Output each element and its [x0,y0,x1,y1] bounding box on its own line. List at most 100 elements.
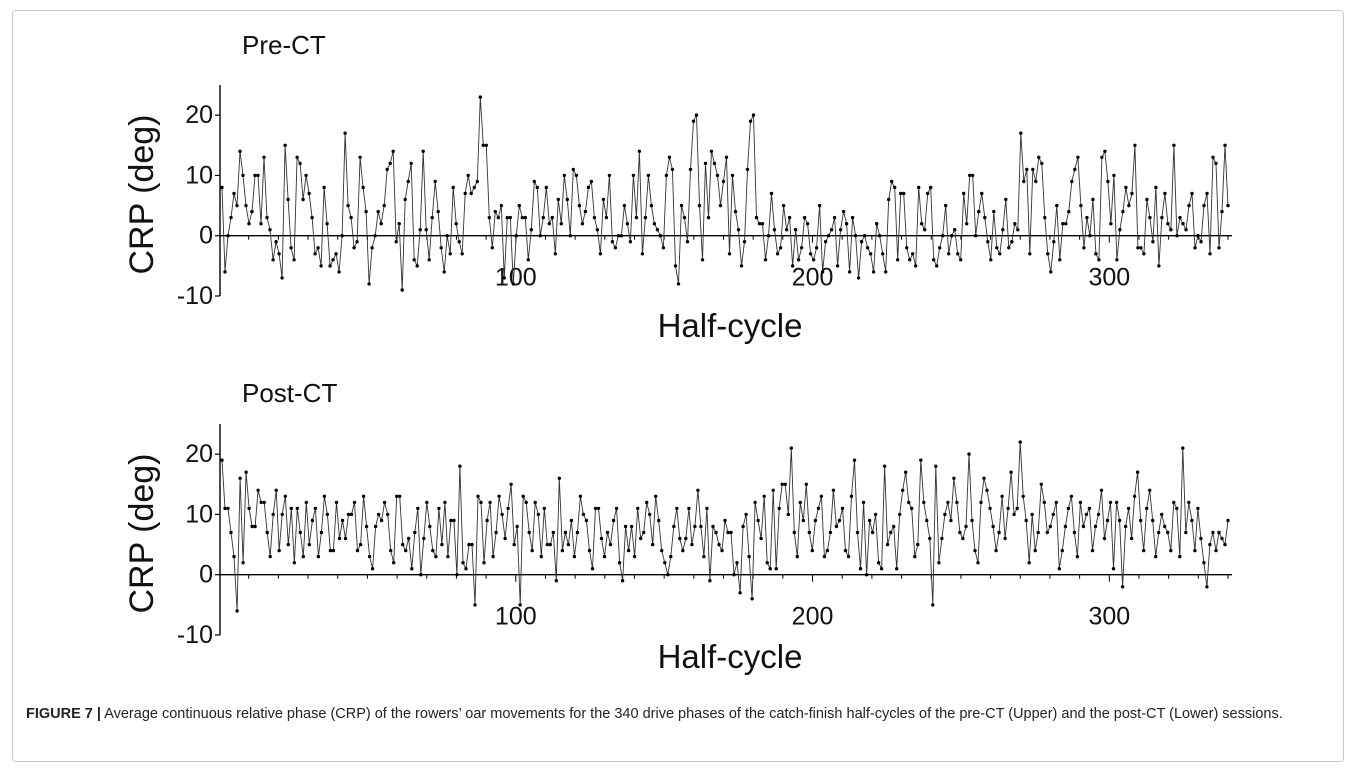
series-line [221,97,1229,291]
data-point [1106,179,1110,184]
data-point [956,252,960,256]
data-point [1100,155,1104,159]
data-point [1154,185,1158,190]
data-point [667,155,672,159]
data-point [556,197,560,202]
data-point [1039,482,1044,486]
data-point [469,191,473,196]
data-point [379,518,384,523]
data-point [250,209,254,214]
data-point [1160,215,1164,220]
data-point [867,518,872,523]
data-point [253,173,257,178]
data-point [837,518,842,523]
data-point [708,579,712,583]
data-point [1051,512,1056,517]
data-point [756,518,760,523]
data-point [1220,536,1224,541]
data-point [795,554,799,559]
data-point [991,524,995,529]
data-point [569,518,574,523]
data-point [521,494,525,498]
caption-label: FIGURE 7 | [26,706,101,722]
data-point [829,228,834,232]
data-point [544,185,548,190]
data-point [962,191,966,196]
data-point [241,561,245,565]
x-tick-label: 300 [1088,603,1130,631]
data-point [958,530,962,535]
data-point [331,548,336,553]
data-point [584,518,589,523]
data-point [610,240,615,244]
data-point [859,240,864,244]
data-point [518,603,522,607]
data-point [793,228,798,232]
data-point [817,203,822,208]
data-point [265,215,269,220]
data-point [669,554,673,559]
data-point [687,506,691,511]
data-point [461,561,465,565]
data-point [434,554,438,559]
data-point [893,185,897,190]
data-point [850,215,855,220]
data-point [1019,131,1023,135]
data-point [328,264,332,268]
data-point [943,512,947,517]
data-point [404,548,408,553]
data-point [542,506,546,511]
data-point [1075,554,1080,559]
data-point [637,149,642,153]
data-point [322,494,327,498]
data-point [235,203,239,208]
data-point [744,512,748,517]
data-point [989,258,993,262]
data-point [1136,246,1140,250]
data-point [953,228,957,232]
data-point [1175,234,1179,238]
data-point [310,518,315,523]
data-point [616,234,621,238]
x-tick-label: 300 [1088,264,1130,292]
data-point [220,185,224,190]
data-point [896,258,900,262]
data-point [944,203,948,208]
data-point [352,500,357,505]
data-point [1226,203,1230,208]
data-point [628,240,633,244]
data-point [373,234,377,238]
data-point [729,530,733,535]
data-point [232,554,236,559]
data-point [935,264,939,268]
data-point [575,530,580,535]
data-point [419,573,423,577]
data-point [1151,240,1155,244]
data-point [720,548,724,553]
data-point [1190,191,1194,196]
data-point [1082,246,1086,250]
data-point [1097,258,1101,262]
data-point [634,215,639,220]
data-point [865,246,870,250]
figure-caption: FIGURE 7 | Average continuous relative p… [26,704,1326,725]
data-point [955,500,959,505]
data-point [1127,203,1131,208]
data-point [565,197,569,202]
data-point [460,252,464,256]
data-point [705,506,709,511]
data-point [733,209,738,214]
data-point [784,228,789,232]
data-point [529,228,533,232]
data-point [699,524,703,529]
data-point [768,567,772,571]
data-point [778,246,783,250]
data-point [1022,179,1026,184]
data-point [885,542,890,547]
data-point [1109,222,1113,226]
data-point [1003,536,1007,541]
data-point [892,524,896,529]
data-point [289,506,293,511]
data-point [1139,246,1143,250]
data-point [622,203,627,208]
